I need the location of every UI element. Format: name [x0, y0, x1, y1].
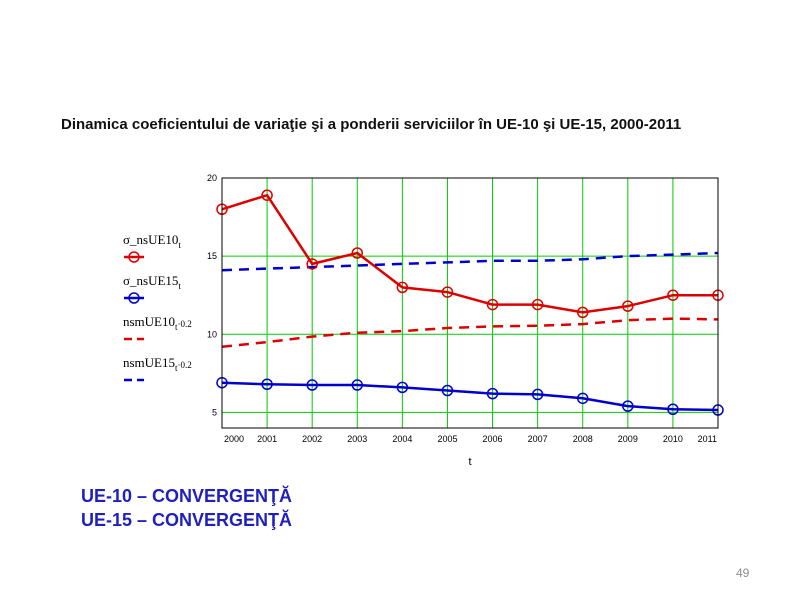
x-tick-label: 2011	[698, 434, 717, 444]
legend-label-subscript: t	[178, 281, 181, 291]
x-tick-label: 2005	[437, 434, 457, 444]
legend-label-main: σ_nsUE15	[123, 273, 178, 288]
legend-label-2: σ_nsUE15t	[123, 273, 181, 291]
series-2-point	[486, 387, 499, 400]
x-tick-label: 2003	[347, 434, 367, 444]
x-tick-label: 2009	[618, 434, 638, 444]
legend: σ_nsUE10tσ_nsUE15tnsmUE10t·0.2nsmUE15t·0…	[123, 232, 192, 382]
x-tick-label: 2000	[224, 434, 244, 444]
series-1-point	[531, 298, 544, 311]
series-markers	[216, 189, 724, 416]
series-1-point	[351, 247, 364, 259]
legend-label-subscript: t	[175, 363, 178, 373]
y-tick-label: 5	[212, 407, 217, 417]
x-tick-label: 2004	[392, 434, 412, 444]
plot-frame	[221, 177, 719, 429]
legend-label-suffix: ·0.2	[178, 360, 192, 370]
x-tick-label: 2001	[257, 434, 277, 444]
legend-label-subscript: t	[175, 322, 178, 332]
series-2-point	[441, 384, 454, 397]
series-1-point	[667, 289, 679, 301]
x-tick-label: 2010	[663, 434, 683, 444]
legend-label-main: σ_nsUE10	[123, 232, 178, 247]
y-tick-label: 20	[207, 173, 217, 183]
series-1-point	[622, 300, 634, 312]
legend-label-main: nsmUE10	[123, 314, 175, 329]
series-line-1	[222, 193, 718, 314]
y-tick-labels: 5 10 15 20	[207, 173, 217, 417]
series-2-point	[576, 392, 589, 405]
x-tick-label: 2002	[302, 434, 322, 444]
legend-label-suffix: ·0.2	[178, 319, 192, 329]
x-tick-labels: 2000 2001 2002 2003 2004 2005 2006 2007 2008 2009…	[224, 434, 717, 444]
series-1-point	[261, 189, 273, 201]
x-tick-label: 2007	[528, 434, 548, 444]
series-1-point	[306, 258, 318, 270]
series-1-point	[486, 298, 499, 311]
series-line-4	[222, 251, 718, 272]
legend-label-subscript: t	[178, 240, 181, 250]
legend-marker-2	[128, 292, 140, 304]
series-line-3	[222, 317, 718, 349]
conclusion-ue10: UE-10 – CONVERGENŢĂ	[81, 486, 293, 506]
slide-title: Dinamica coeficientului de variaţie şi a…	[61, 116, 682, 133]
series-2-point	[622, 400, 634, 412]
x-axis-label: t	[468, 456, 471, 468]
series-line-2	[222, 381, 718, 412]
y-tick-label: 10	[207, 329, 217, 339]
series-lines	[222, 193, 718, 412]
page-number: 49	[736, 566, 750, 580]
legend-label-1: σ_nsUE10t	[123, 232, 181, 250]
y-tick-label: 15	[207, 251, 217, 261]
series-1-point	[576, 306, 589, 319]
series-1-point	[396, 281, 409, 294]
legend-label-3: nsmUE10t·0.2	[123, 314, 192, 332]
x-tick-label: 2006	[483, 434, 503, 444]
series-2-point	[531, 388, 544, 401]
legend-label-main: nsmUE15	[123, 355, 175, 370]
series-2-point	[261, 378, 273, 390]
x-tick-label: 2008	[573, 434, 593, 444]
legend-marker-1	[128, 251, 140, 263]
series-1-point	[441, 286, 454, 298]
series-2-point	[396, 381, 409, 394]
conclusion-ue15: UE-15 – CONVERGENŢĂ	[81, 510, 293, 530]
series-2-point	[306, 379, 318, 391]
series-2-point	[667, 403, 679, 415]
legend-label-4: nsmUE15t·0.2	[123, 355, 192, 373]
series-2-point	[351, 379, 364, 391]
